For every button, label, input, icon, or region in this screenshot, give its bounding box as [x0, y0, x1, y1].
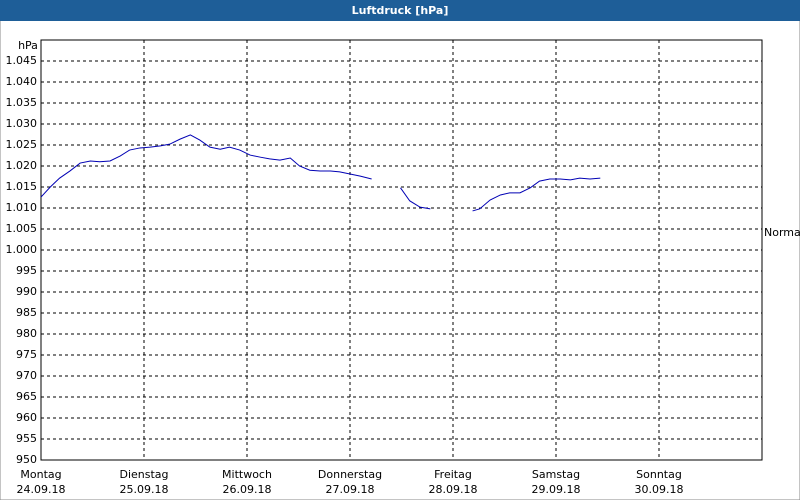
- y-tick-label: 960: [16, 411, 37, 424]
- y-tick-label: 1.000: [6, 243, 38, 256]
- x-tick-label: 30.09.18: [635, 483, 684, 496]
- y-tick-label: 1.045: [6, 54, 38, 67]
- x-tick-label: Montag: [20, 468, 61, 481]
- y-tick-label: 950: [16, 453, 37, 466]
- x-tick-label: 26.09.18: [223, 483, 272, 496]
- x-tick-label: 25.09.18: [120, 483, 169, 496]
- y-tick-label: 1.040: [6, 75, 38, 88]
- y-tick-label: 980: [16, 327, 37, 340]
- x-tick-label: Freitag: [434, 468, 472, 481]
- chart-title: Luftdruck [hPa]: [352, 4, 449, 17]
- y-tick-label: 1.035: [6, 96, 38, 109]
- annotation: Normal: [764, 226, 800, 239]
- y-tick-label: 1.010: [6, 201, 38, 214]
- y-tick-label: 990: [16, 285, 37, 298]
- y-tick-label: 995: [16, 264, 37, 277]
- x-tick-label: Donnerstag: [318, 468, 382, 481]
- x-tick-label: Samstag: [532, 468, 580, 481]
- x-tick-label: 24.09.18: [17, 483, 66, 496]
- y-tick-label: 985: [16, 306, 37, 319]
- x-tick-label: 29.09.18: [532, 483, 581, 496]
- x-tick-label: 28.09.18: [429, 483, 478, 496]
- y-tick-label: 1.015: [6, 180, 38, 193]
- title-bar: [0, 0, 800, 21]
- y-tick-label: 965: [16, 390, 37, 403]
- x-tick-label: 27.09.18: [326, 483, 375, 496]
- x-tick-label: Mittwoch: [222, 468, 272, 481]
- y-axis-label: hPa: [18, 39, 38, 52]
- y-tick-label: 1.005: [6, 222, 38, 235]
- y-tick-label: 1.030: [6, 117, 38, 130]
- y-tick-label: 970: [16, 369, 37, 382]
- x-tick-label: Sonntag: [636, 468, 682, 481]
- y-tick-label: 975: [16, 348, 37, 361]
- x-tick-label: Dienstag: [119, 468, 168, 481]
- line-series: [40, 134, 601, 212]
- y-tick-label: 1.020: [6, 159, 38, 172]
- y-tick-label: 1.025: [6, 138, 38, 151]
- y-tick-label: 955: [16, 432, 37, 445]
